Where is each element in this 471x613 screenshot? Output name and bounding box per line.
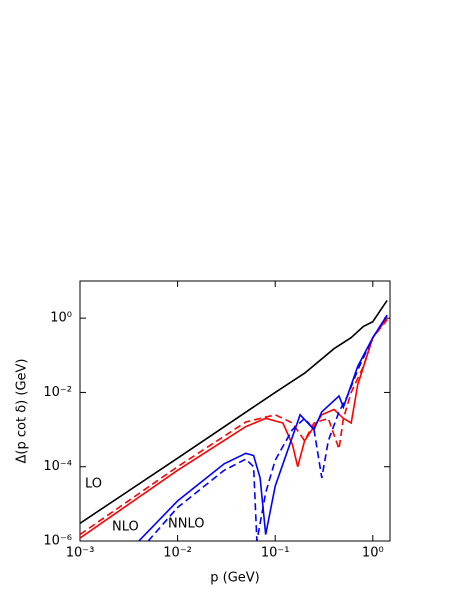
y-tick-label: 10⁻⁴ <box>43 459 72 474</box>
series-label: LO <box>85 477 102 492</box>
series-label: NNLO <box>168 517 204 532</box>
x-tick-label: 10⁰ <box>362 546 384 561</box>
series-line <box>80 317 388 539</box>
x-axis-label: p (GeV) <box>210 571 260 586</box>
series-label: NLO <box>112 520 139 535</box>
y-tick-label: 10⁻² <box>43 385 72 400</box>
x-tick-label: 10⁻¹ <box>261 546 290 561</box>
y-tick-label: 10⁰ <box>50 311 72 326</box>
x-tick-label: 10⁻³ <box>66 546 95 561</box>
x-tick-label: 10⁻² <box>163 546 192 561</box>
y-axis-label: Δ(p cot δ) (GeV) <box>15 359 30 464</box>
series-line <box>80 319 388 536</box>
y-tick-label: 10⁻⁶ <box>43 534 72 549</box>
plot-frame <box>79 280 391 542</box>
series-line <box>147 314 388 541</box>
series-line <box>80 299 388 524</box>
